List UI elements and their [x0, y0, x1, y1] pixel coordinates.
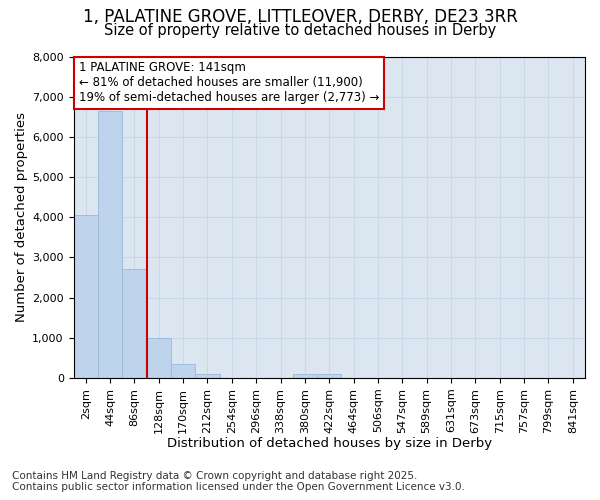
Bar — [122, 270, 146, 378]
Bar — [74, 215, 98, 378]
Text: Size of property relative to detached houses in Derby: Size of property relative to detached ho… — [104, 22, 496, 38]
Bar — [98, 111, 122, 378]
Bar — [195, 374, 220, 378]
Bar — [171, 364, 195, 378]
X-axis label: Distribution of detached houses by size in Derby: Distribution of detached houses by size … — [167, 437, 492, 450]
Bar — [293, 374, 317, 378]
Text: Contains HM Land Registry data © Crown copyright and database right 2025.
Contai: Contains HM Land Registry data © Crown c… — [12, 471, 465, 492]
Y-axis label: Number of detached properties: Number of detached properties — [15, 112, 28, 322]
Text: 1 PALATINE GROVE: 141sqm
← 81% of detached houses are smaller (11,900)
19% of se: 1 PALATINE GROVE: 141sqm ← 81% of detach… — [79, 62, 379, 104]
Bar — [146, 338, 171, 378]
Bar — [317, 374, 341, 378]
Text: 1, PALATINE GROVE, LITTLEOVER, DERBY, DE23 3RR: 1, PALATINE GROVE, LITTLEOVER, DERBY, DE… — [83, 8, 517, 26]
